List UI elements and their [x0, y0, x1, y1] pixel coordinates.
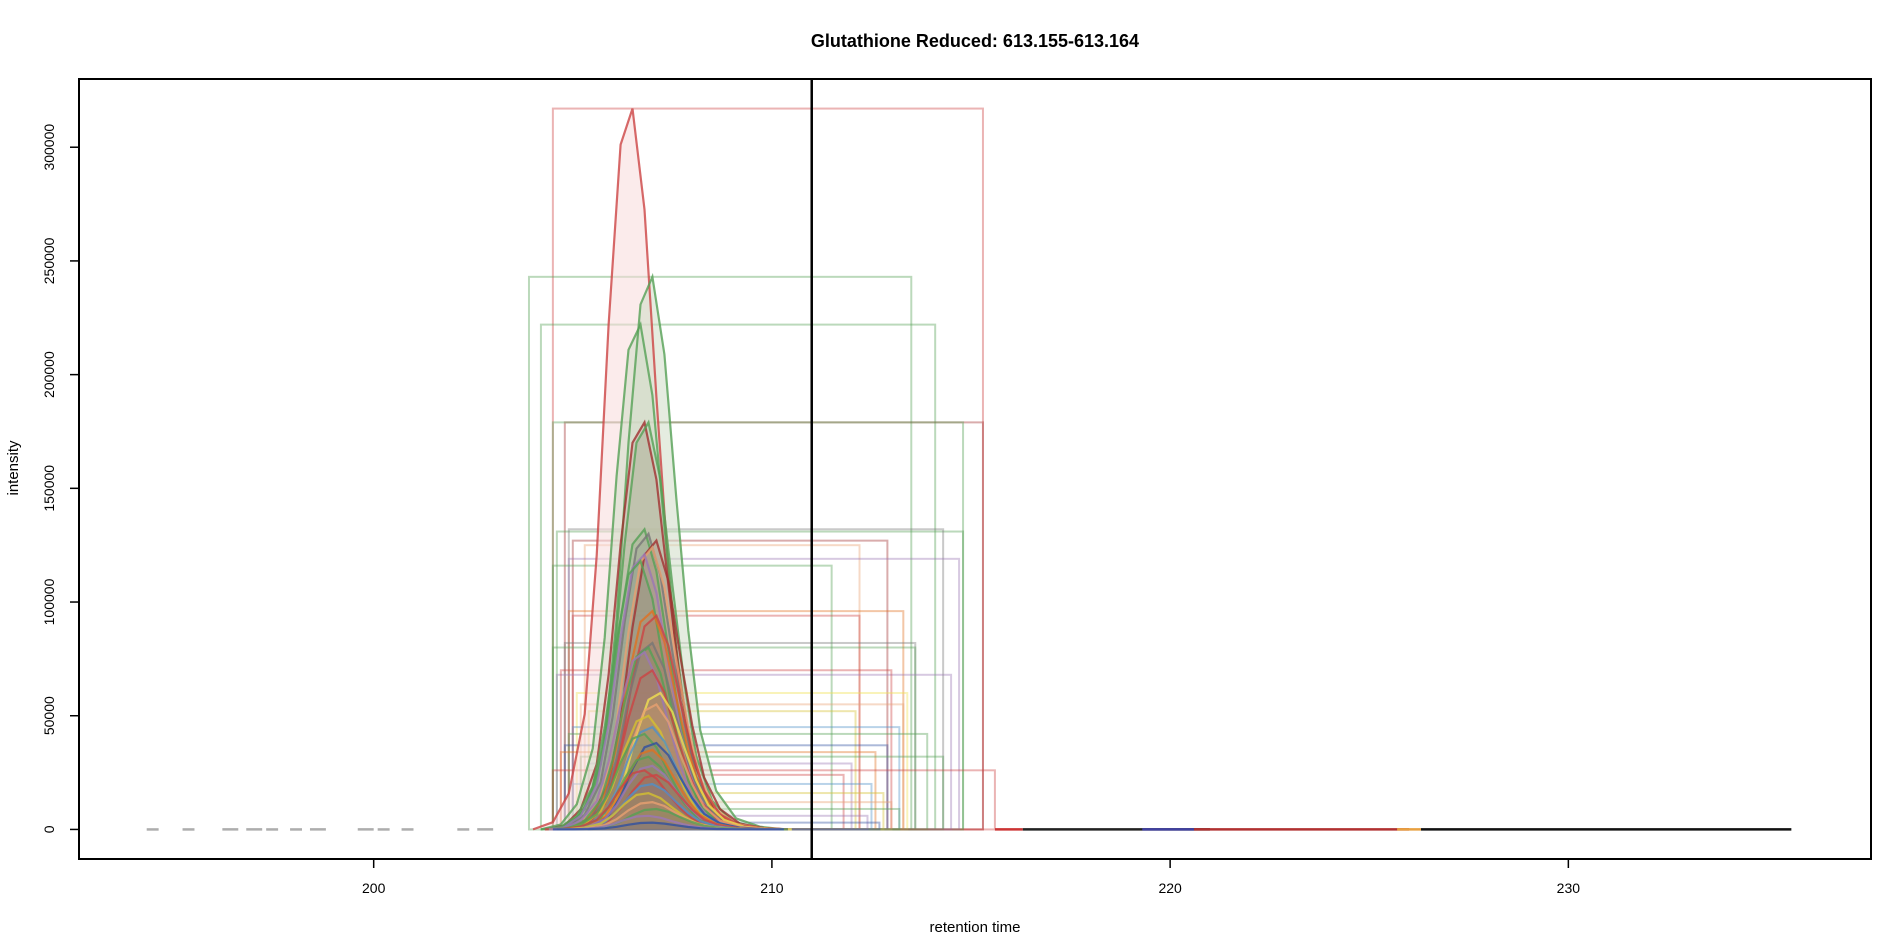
- x-tick-label: 210: [760, 880, 784, 896]
- y-axis-label: intensity: [5, 440, 22, 496]
- y-tick-label: 100000: [41, 578, 57, 625]
- y-tick-label: 250000: [41, 237, 57, 284]
- peak-series: [532, 108, 792, 831]
- y-tick-label: 300000: [41, 124, 57, 171]
- peak-line: [552, 821, 784, 831]
- plot-frame: [78, 78, 1872, 860]
- peak-box: [551, 564, 833, 831]
- chart-title: Glutathione Reduced: 613.155-613.164: [811, 31, 1139, 51]
- y-tick-label: 200000: [41, 351, 57, 398]
- x-tick-label: 220: [1158, 880, 1182, 896]
- y-tick-label: 0: [41, 825, 57, 833]
- x-tick-label: 230: [1557, 880, 1581, 896]
- y-axis: 0 50000 100000 150000 200000 250000 300000: [41, 124, 80, 833]
- x-tick-label: 200: [362, 880, 386, 896]
- y-tick-label: 50000: [41, 696, 57, 735]
- x-axis: 200 210 220 230: [362, 858, 1581, 896]
- y-tick-label: 150000: [41, 465, 57, 512]
- x-axis-label: retention time: [930, 919, 1021, 936]
